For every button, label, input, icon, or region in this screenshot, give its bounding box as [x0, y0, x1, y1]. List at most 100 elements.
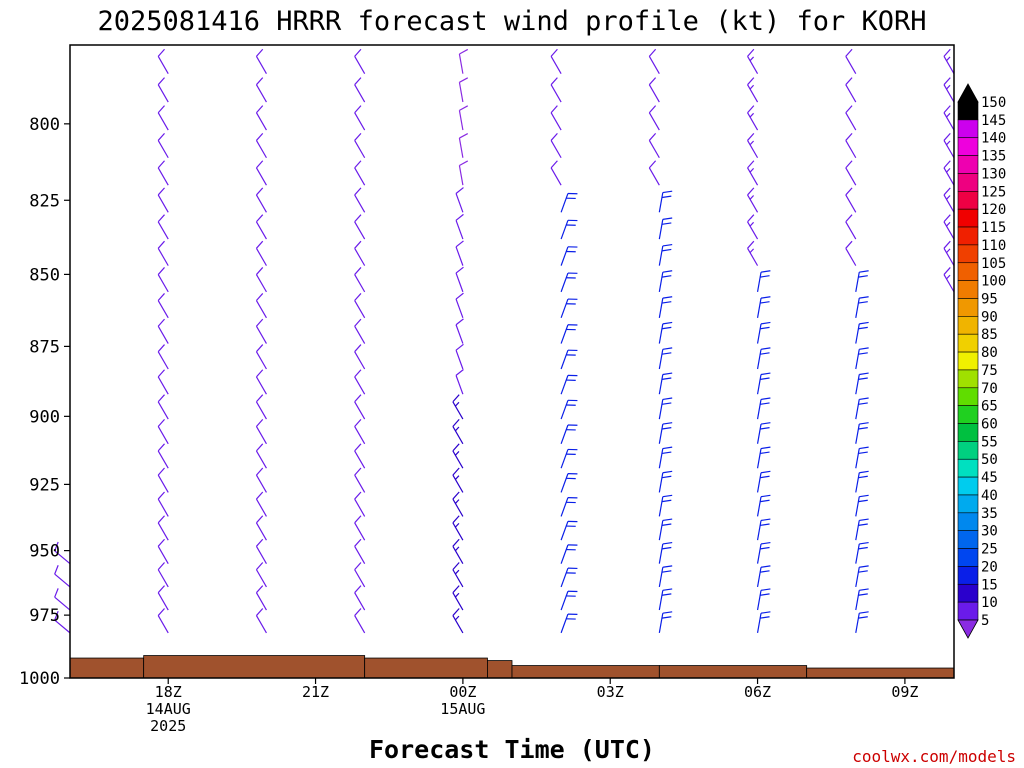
wind-barb-26h-892hpa [560, 374, 578, 395]
barb-shaft [560, 220, 569, 240]
barb-feather-half [946, 84, 951, 90]
barb-feather-full [661, 377, 672, 380]
barb-feather-full [859, 347, 869, 350]
colorbar-label-65: 65 [981, 399, 998, 415]
wind-barb-22h-838hpa [354, 214, 366, 240]
barb-feather-full [760, 427, 770, 430]
wind-barb-22h-964hpa [354, 562, 366, 588]
x-axis-label: Forecast Time (UTC) [369, 735, 655, 764]
barb-shaft [452, 569, 464, 588]
wind-barb-18h-982hpa [157, 608, 169, 634]
wind-barb-18h-802hpa [157, 105, 169, 131]
colorbar-cell-125 [957, 191, 979, 210]
wind-barb-32h-802hpa [845, 105, 857, 131]
colorbar-cell-50 [957, 458, 979, 478]
y-tick-label-850: 850 [29, 265, 60, 285]
wind-barb-32h-919hpa [855, 446, 869, 469]
barb-shaft [255, 84, 267, 103]
barb-feather-full [255, 608, 264, 616]
barb-shaft [845, 56, 857, 74]
barb-shaft [756, 298, 762, 318]
barb-feather-full [455, 369, 464, 376]
barb-feather-full [157, 77, 165, 86]
barb-feather-full [157, 214, 165, 223]
wind-barb-20h-946hpa [255, 515, 267, 541]
barb-shaft [658, 192, 664, 213]
barb-feather-full [858, 427, 868, 430]
barb-shaft [455, 193, 464, 213]
barb-shaft [452, 450, 464, 469]
colorbar-cell-85 [957, 333, 979, 353]
barb-shaft [455, 246, 464, 266]
x-tick-label-24-0: 00Z [449, 683, 476, 701]
colorbar-cell-55 [957, 441, 979, 460]
wind-barb-30h-955hpa [756, 541, 771, 564]
barb-shaft [354, 56, 366, 74]
barb-shaft [658, 219, 664, 240]
colorbar-cell-45 [957, 476, 979, 496]
wind-barb-28h-937hpa [658, 494, 673, 517]
barb-feather-full [859, 494, 869, 498]
barb-feather-full [662, 296, 673, 299]
barb-feather-full [760, 446, 771, 450]
wind-barb-22h-874hpa [354, 318, 366, 344]
surface-step-1 [143, 655, 366, 679]
barb-feather-full [661, 546, 672, 550]
barb-feather-full [760, 402, 770, 405]
wind-barb-22h-892hpa [354, 369, 366, 395]
barb-feather-full [354, 538, 362, 547]
wind-barb-28h-874hpa [658, 321, 673, 344]
colorbar-cell-135 [957, 155, 979, 174]
colorbar-label-150: 150 [981, 95, 1006, 111]
barb-feather-half [749, 195, 755, 200]
colorbar-cell-90 [957, 316, 979, 335]
barb-feather-full [859, 397, 869, 401]
wind-barb-30h-874hpa [756, 321, 771, 344]
barb-feather-full [845, 214, 853, 223]
barb-shaft [756, 520, 762, 541]
wind-barb-22h-856hpa [354, 267, 366, 293]
barb-shaft [354, 167, 366, 186]
barb-feather-full [858, 593, 868, 596]
barb-shaft [354, 569, 366, 588]
colorbar-label-105: 105 [981, 256, 1006, 272]
colorbar-label-45: 45 [981, 470, 998, 486]
wind-barb-24h-883hpa [455, 343, 464, 370]
wind-barb-32h-910hpa [855, 422, 869, 444]
barb-feather-full [858, 616, 868, 619]
barb-shaft [157, 300, 169, 319]
barb-feather-full [943, 48, 951, 57]
barb-feather-full [661, 352, 672, 355]
wind-barb-28h-964hpa [658, 565, 673, 588]
barb-feather-full [354, 418, 362, 427]
barb-shaft [560, 400, 569, 420]
wind-barb-30h-892hpa [756, 372, 771, 395]
barb-feather-half [454, 522, 460, 528]
barb-shaft [157, 56, 169, 74]
barb-shaft [157, 194, 169, 213]
barb-feather-full [858, 499, 868, 503]
barb-shaft [354, 450, 366, 469]
barb-feather-full [943, 187, 951, 196]
barb-feather-full [255, 369, 264, 378]
colorbar-cell-150 [957, 101, 979, 121]
barb-shaft [658, 472, 664, 493]
wind-barb-26h-793hpa [550, 77, 562, 103]
barb-feather-full [157, 160, 165, 169]
barb-feather-full [255, 318, 264, 327]
barb-feather-full [648, 105, 657, 114]
barb-shaft [658, 567, 664, 588]
surface-step-6 [806, 667, 955, 679]
wind-barb-28h-901hpa [658, 397, 673, 420]
barb-shaft [157, 569, 169, 588]
barb-feather-full [859, 446, 869, 450]
wind-barb-28h-910hpa [658, 422, 673, 444]
barb-feather-full [54, 565, 59, 575]
barb-shaft [458, 110, 464, 131]
barb-shaft [455, 349, 464, 370]
barb-feather-full [760, 518, 771, 522]
wind-barb-32h-856hpa [855, 270, 869, 292]
barb-shaft [354, 325, 366, 344]
barb-feather-full [455, 318, 464, 326]
wind-barb-24h-784hpa [458, 48, 469, 74]
